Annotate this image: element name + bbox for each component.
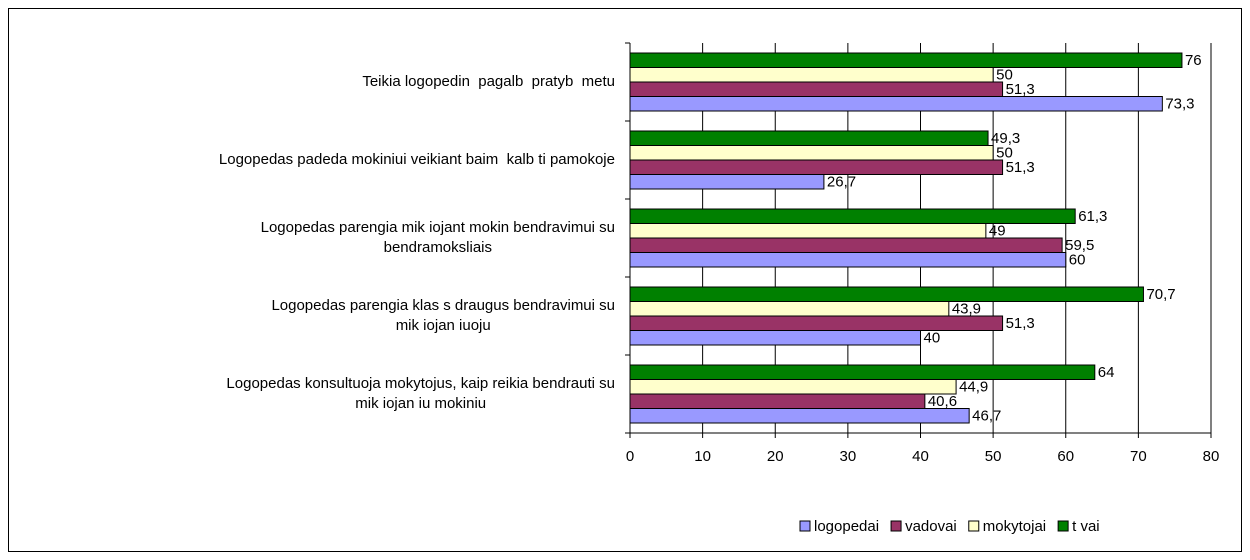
legend-label: mokytojai bbox=[983, 518, 1046, 535]
x-tick-label: 50 bbox=[985, 448, 1002, 465]
value-label: 73,3 bbox=[1165, 96, 1194, 113]
bar bbox=[629, 52, 1183, 68]
category-label: bendramoksliais bbox=[384, 239, 492, 256]
value-label: 51,3 bbox=[1006, 159, 1035, 176]
value-label: 61,3 bbox=[1078, 208, 1107, 225]
category-label: Teikia logopedin pagalb pratyb metu bbox=[362, 73, 615, 90]
bar bbox=[629, 223, 987, 239]
value-label: 26,7 bbox=[827, 174, 856, 191]
x-tick-label: 70 bbox=[1130, 448, 1147, 465]
bar bbox=[629, 301, 950, 317]
bar bbox=[629, 145, 994, 161]
x-tick-label: 10 bbox=[694, 448, 711, 465]
x-tick-label: 30 bbox=[840, 448, 857, 465]
value-label: 40,6 bbox=[928, 393, 957, 410]
value-label: 49 bbox=[989, 223, 1006, 240]
category-label: mik iojan iuoju bbox=[396, 317, 491, 334]
x-tick-label: 20 bbox=[767, 448, 784, 465]
legend-swatch bbox=[890, 520, 902, 532]
bar bbox=[629, 252, 1067, 268]
value-label: 49,3 bbox=[991, 130, 1020, 147]
category-label: Logopedas parengia mik iojant mokin bend… bbox=[261, 219, 615, 236]
bar bbox=[629, 81, 1004, 97]
x-tick-label: 80 bbox=[1203, 448, 1220, 465]
value-label: 44,9 bbox=[959, 379, 988, 396]
bar bbox=[629, 379, 957, 395]
value-label: 51,3 bbox=[1006, 81, 1035, 98]
value-label: 70,7 bbox=[1146, 286, 1175, 303]
bar bbox=[629, 159, 1004, 175]
legend-swatch bbox=[968, 520, 980, 532]
legend-swatch bbox=[1057, 520, 1069, 532]
value-label: 50 bbox=[996, 145, 1013, 162]
bar bbox=[629, 208, 1076, 224]
bar bbox=[629, 364, 1096, 380]
bar bbox=[629, 286, 1144, 302]
category-label: Logopedas parengia klas s draugus bendra… bbox=[271, 297, 615, 314]
value-label: 46,7 bbox=[972, 408, 1001, 425]
legend-swatch bbox=[799, 520, 811, 532]
value-label: 50 bbox=[996, 67, 1013, 84]
bar bbox=[629, 330, 921, 346]
bar bbox=[629, 408, 970, 424]
value-label: 51,3 bbox=[1006, 315, 1035, 332]
legend-label: t vai bbox=[1072, 518, 1100, 535]
x-tick-label: 0 bbox=[626, 448, 634, 465]
bar bbox=[629, 130, 989, 146]
x-tick-label: 40 bbox=[912, 448, 929, 465]
bar bbox=[629, 67, 994, 83]
bar bbox=[629, 393, 926, 409]
value-label: 60 bbox=[1069, 252, 1086, 269]
legend-label: logopedai bbox=[814, 518, 879, 535]
value-label: 64 bbox=[1098, 364, 1115, 381]
bar bbox=[629, 96, 1163, 112]
category-label: mik iojan iu mokiniu bbox=[355, 395, 486, 412]
value-label: 59,5 bbox=[1065, 237, 1094, 254]
value-label: 76 bbox=[1185, 52, 1202, 69]
value-label: 40 bbox=[924, 330, 941, 347]
bar bbox=[629, 174, 825, 190]
bar bbox=[629, 237, 1063, 253]
x-tick-label: 60 bbox=[1057, 448, 1074, 465]
value-label: 43,9 bbox=[952, 301, 981, 318]
legend-label: vadovai bbox=[905, 518, 957, 535]
bar bbox=[629, 315, 1004, 331]
category-label: Logopedas konsultuoja mokytojus, kaip re… bbox=[226, 375, 615, 392]
chart-frame bbox=[8, 8, 1242, 552]
category-label: Logopedas padeda mokiniui veikiant baim … bbox=[219, 151, 615, 168]
